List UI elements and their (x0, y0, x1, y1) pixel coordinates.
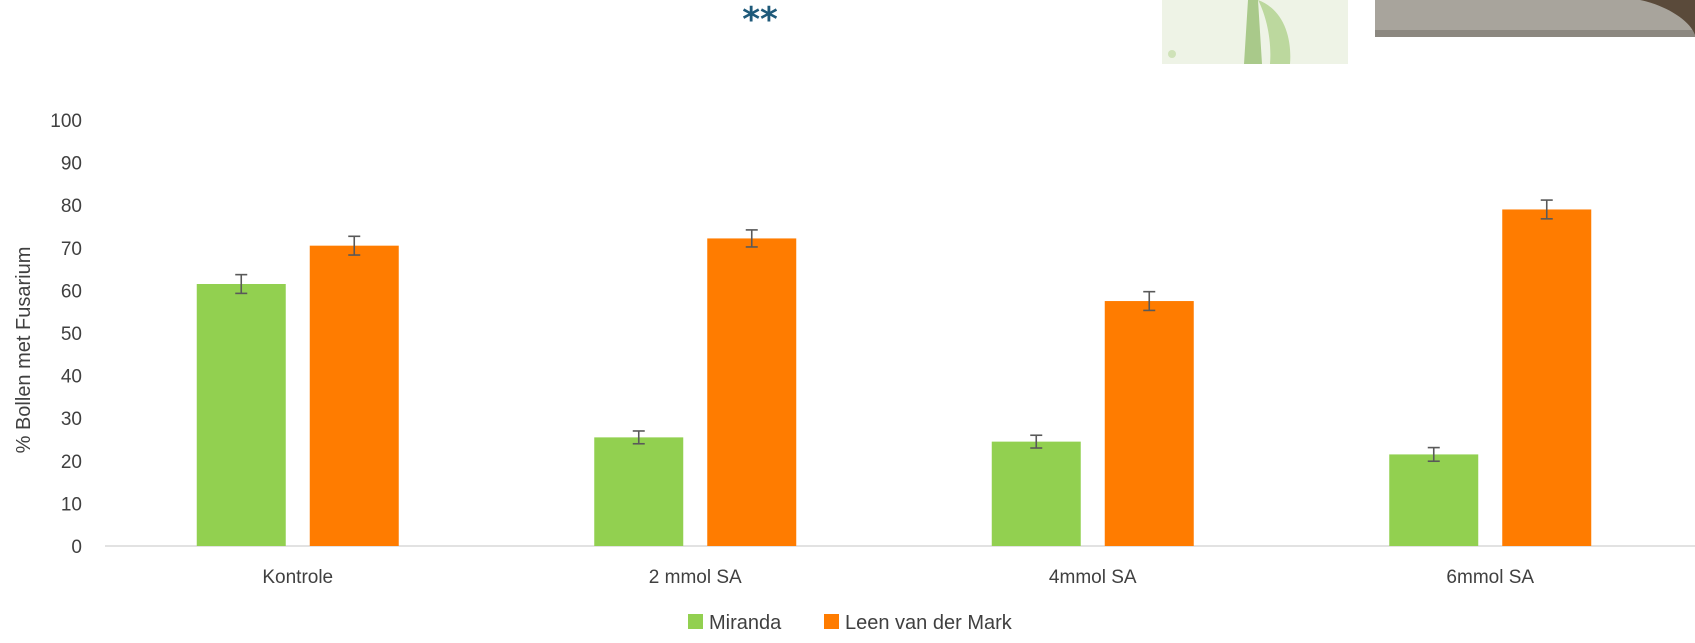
bar-miranda (1389, 454, 1479, 546)
y-tick-label: 30 (61, 409, 82, 430)
y-axis-label: % Bollen met Fusarium (13, 247, 35, 454)
legend-label: Leen van der Mark (845, 612, 1013, 634)
legend-swatch (688, 614, 703, 629)
legend-swatch (824, 614, 839, 629)
photo-thumbnail-plant (1162, 0, 1348, 64)
x-axis-ticks: Kontrole 2 mmol SA 4mmol SA 6mmol SA (262, 567, 1534, 588)
bar-leen-van-der-mark (1104, 301, 1194, 546)
y-axis-ticks: 0 10 20 30 40 50 60 70 80 90 100 (50, 111, 82, 558)
y-tick-label: 10 (61, 494, 82, 515)
x-tick-label: 4mmol SA (1049, 567, 1137, 588)
error-bar (1427, 446, 1440, 463)
error-bar (1143, 290, 1156, 312)
legend-label: Miranda (709, 612, 782, 634)
y-tick-label: 90 (61, 154, 82, 175)
y-tick-label: 0 (71, 537, 82, 558)
x-tick-label: Kontrole (262, 567, 333, 588)
error-bar (348, 235, 361, 256)
y-tick-label: 100 (50, 111, 82, 132)
y-tick-label: 70 (61, 239, 82, 260)
y-tick-label: 40 (61, 367, 82, 388)
error-bar (745, 229, 758, 248)
bar-leen-van-der-mark (309, 245, 399, 547)
error-bar (235, 273, 248, 295)
x-tick-label: 2 mmol SA (649, 567, 742, 588)
error-bar (632, 430, 645, 445)
bar-miranda (594, 437, 684, 546)
y-tick-label: 20 (61, 452, 82, 473)
bar-leen-van-der-mark (707, 238, 797, 547)
photo-thumbnail-bulb (1375, 0, 1695, 37)
significance-annotation: ** (742, 0, 778, 40)
bar-miranda (196, 284, 286, 546)
y-tick-label: 80 (61, 196, 82, 217)
x-tick-label: 6mmol SA (1446, 567, 1534, 588)
error-bar (1030, 434, 1043, 449)
y-tick-label: 60 (61, 281, 82, 302)
bar-leen-van-der-mark (1502, 209, 1592, 546)
bar-miranda (991, 441, 1081, 546)
y-tick-label: 50 (61, 324, 82, 345)
legend: Miranda Leen van der Mark (688, 612, 1013, 634)
bars-group (196, 199, 1592, 547)
error-bar (1540, 199, 1553, 220)
